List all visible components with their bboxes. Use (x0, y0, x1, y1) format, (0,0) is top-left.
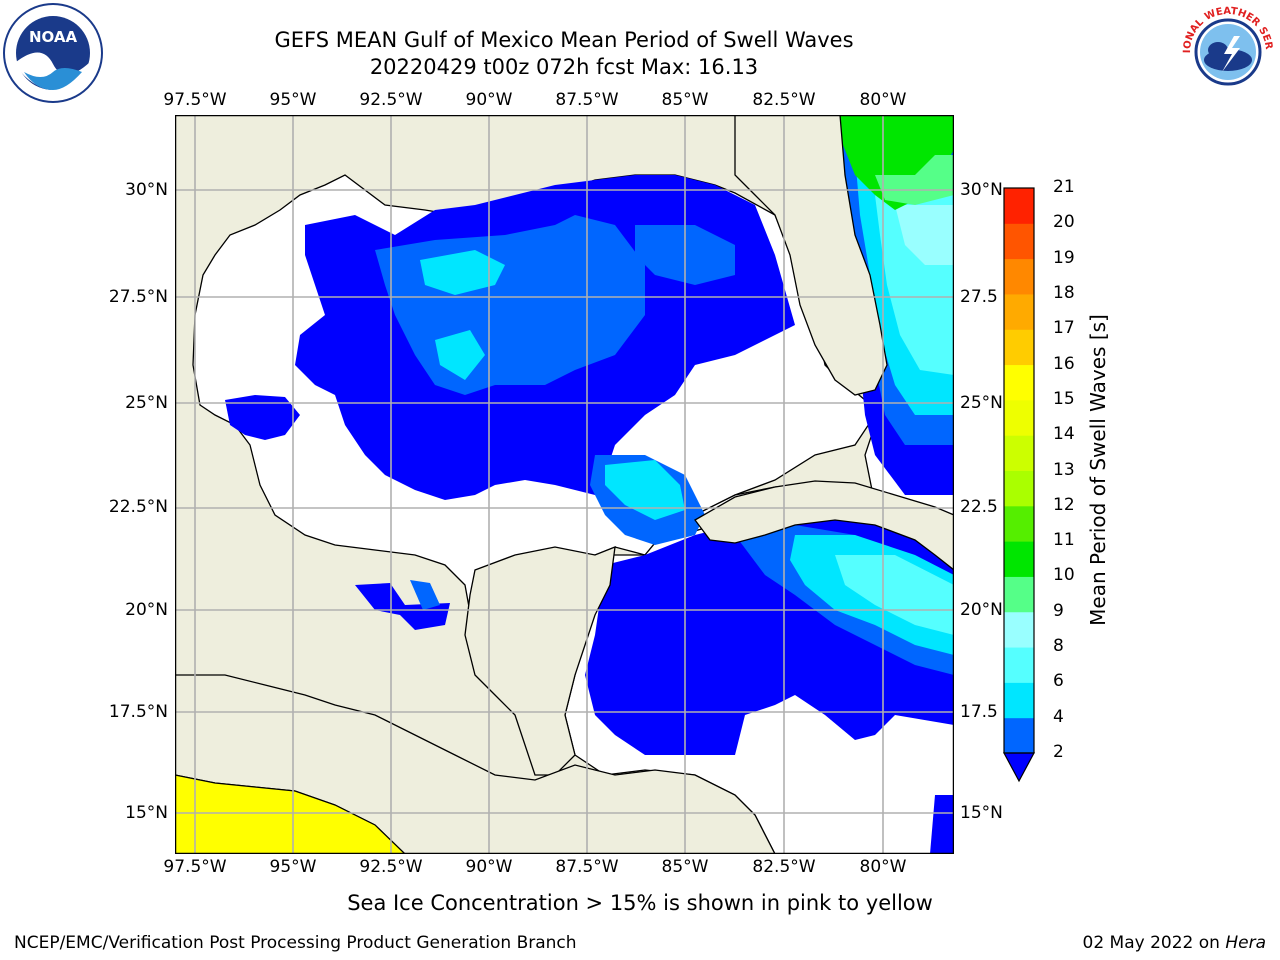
map-subtitle: 20220429 t00z 072h fcst Max: 16.13 (369, 55, 759, 79)
colorbar-tick-label: 13 (1053, 459, 1075, 480)
nws-logo: NATIONAL WEATHER SERVICE (1178, 2, 1275, 99)
footer-date-text: 02 May 2022 on (1082, 933, 1226, 953)
lat-label-left: 25°N (125, 393, 168, 413)
colorbar-tick-label: 8 (1053, 636, 1064, 657)
colorbar-swatch (1004, 470, 1034, 507)
noaa-logo-text: NOAA (29, 28, 78, 46)
colorbar-tick-label: 14 (1053, 424, 1075, 445)
lat-label-right: 15°N (960, 803, 1003, 823)
lat-label-left: 27.5°N (108, 287, 168, 307)
lon-label-top: 85°W (661, 90, 709, 110)
colorbar-swatch (1004, 364, 1034, 401)
colorbar-frame (1003, 187, 1035, 754)
lon-label-bottom: 87.5°W (555, 857, 619, 877)
colorbar-tick-label: 6 (1053, 671, 1064, 692)
swell-field (225, 115, 954, 854)
colorbar-extend-arrow (1002, 752, 1036, 783)
lat-label-right: 17.5 (960, 702, 998, 722)
lat-label-left: 20°N (125, 600, 168, 620)
map-frame (175, 115, 954, 854)
lat-label-right: 27.5 (960, 287, 998, 307)
lon-label-bottom: 92.5°W (359, 857, 423, 877)
colorbar-swatch (1004, 505, 1034, 542)
colorbar-swatch (1004, 399, 1034, 436)
lon-label-bottom: 82.5°W (752, 857, 816, 877)
lon-label-top: 92.5°W (359, 90, 423, 110)
lat-label-left: 15°N (125, 803, 168, 823)
lon-label-bottom: 80°W (859, 857, 907, 877)
lon-label-top: 80°W (859, 90, 907, 110)
lat-label-left: 30°N (125, 180, 168, 200)
colorbar-tick-label: 21 (1053, 177, 1075, 197)
lon-label-top: 82.5°W (752, 90, 816, 110)
colorbar-swatch (1004, 541, 1034, 577)
colorbar-label: Mean Period of Swell Waves [s] (1086, 314, 1110, 626)
lon-label-bottom: 90°W (465, 857, 513, 877)
colorbar-swatch (1004, 611, 1034, 648)
footer-credit: NCEP/EMC/Verification Post Processing Pr… (14, 933, 577, 953)
lon-label-bottom: 97.5°W (163, 857, 227, 877)
sea-ice-note: Sea Ice Concentration > 15% is shown in … (347, 891, 933, 915)
lon-label-top: 90°W (465, 90, 513, 110)
colorbar-swatch (1004, 329, 1034, 366)
lon-label-top: 97.5°W (163, 90, 227, 110)
colorbar-tick-label: 4 (1053, 706, 1064, 727)
lat-label-right: 22.5 (960, 497, 998, 517)
lat-label-left: 17.5°N (108, 702, 168, 722)
noaa-logo: NOAA (3, 3, 103, 103)
colorbar-tick-label: 20 (1053, 212, 1075, 233)
lon-label-top: 87.5°W (555, 90, 619, 110)
colorbar-tick-label: 12 (1053, 494, 1075, 515)
colorbar-swatch (1004, 717, 1034, 754)
colorbar-tick-label: 17 (1053, 318, 1075, 339)
colorbar-swatch (1004, 647, 1034, 683)
colorbar-swatch (1004, 293, 1034, 330)
lat-label-right: 20°N (960, 600, 1003, 620)
colorbar-tick-label: 19 (1053, 247, 1075, 268)
cuba (694, 480, 954, 571)
colorbar-swatch (1004, 435, 1034, 471)
lon-label-bottom: 85°W (661, 857, 709, 877)
footer-machine: Hera (1225, 933, 1266, 953)
map-panel (175, 115, 954, 854)
colorbar-tick-label: 11 (1053, 530, 1075, 551)
colorbar-swatch (1004, 188, 1034, 224)
yucatan (464, 545, 616, 776)
colorbar (1002, 187, 1036, 783)
footer-date: 02 May 2022 on Hera (1083, 933, 1267, 953)
colorbar-swatch (1004, 223, 1034, 260)
map-title: GEFS MEAN Gulf of Mexico Mean Period of … (274, 28, 854, 52)
colorbar-tick-label: 2 (1053, 742, 1064, 762)
lon-label-bottom: 95°W (269, 857, 317, 877)
colorbar-tick-label: 18 (1053, 282, 1075, 303)
colorbar-swatch (1004, 576, 1034, 613)
colorbar-tick-label: 15 (1053, 388, 1075, 409)
lat-label-right: 25°N (960, 393, 1003, 413)
pacific-ice (175, 774, 406, 854)
colorbar-swatch (1004, 258, 1034, 295)
colorbar-tick-label: 10 (1053, 565, 1075, 586)
lat-label-left: 22.5°N (108, 497, 168, 517)
colorbar-tick-label: 16 (1053, 353, 1075, 374)
lat-label-right: 30°N (960, 180, 1003, 200)
lon-label-top: 95°W (269, 90, 317, 110)
graticule (175, 115, 954, 854)
colorbar-swatch (1004, 682, 1034, 719)
colorbar-tick-label: 9 (1053, 600, 1064, 621)
